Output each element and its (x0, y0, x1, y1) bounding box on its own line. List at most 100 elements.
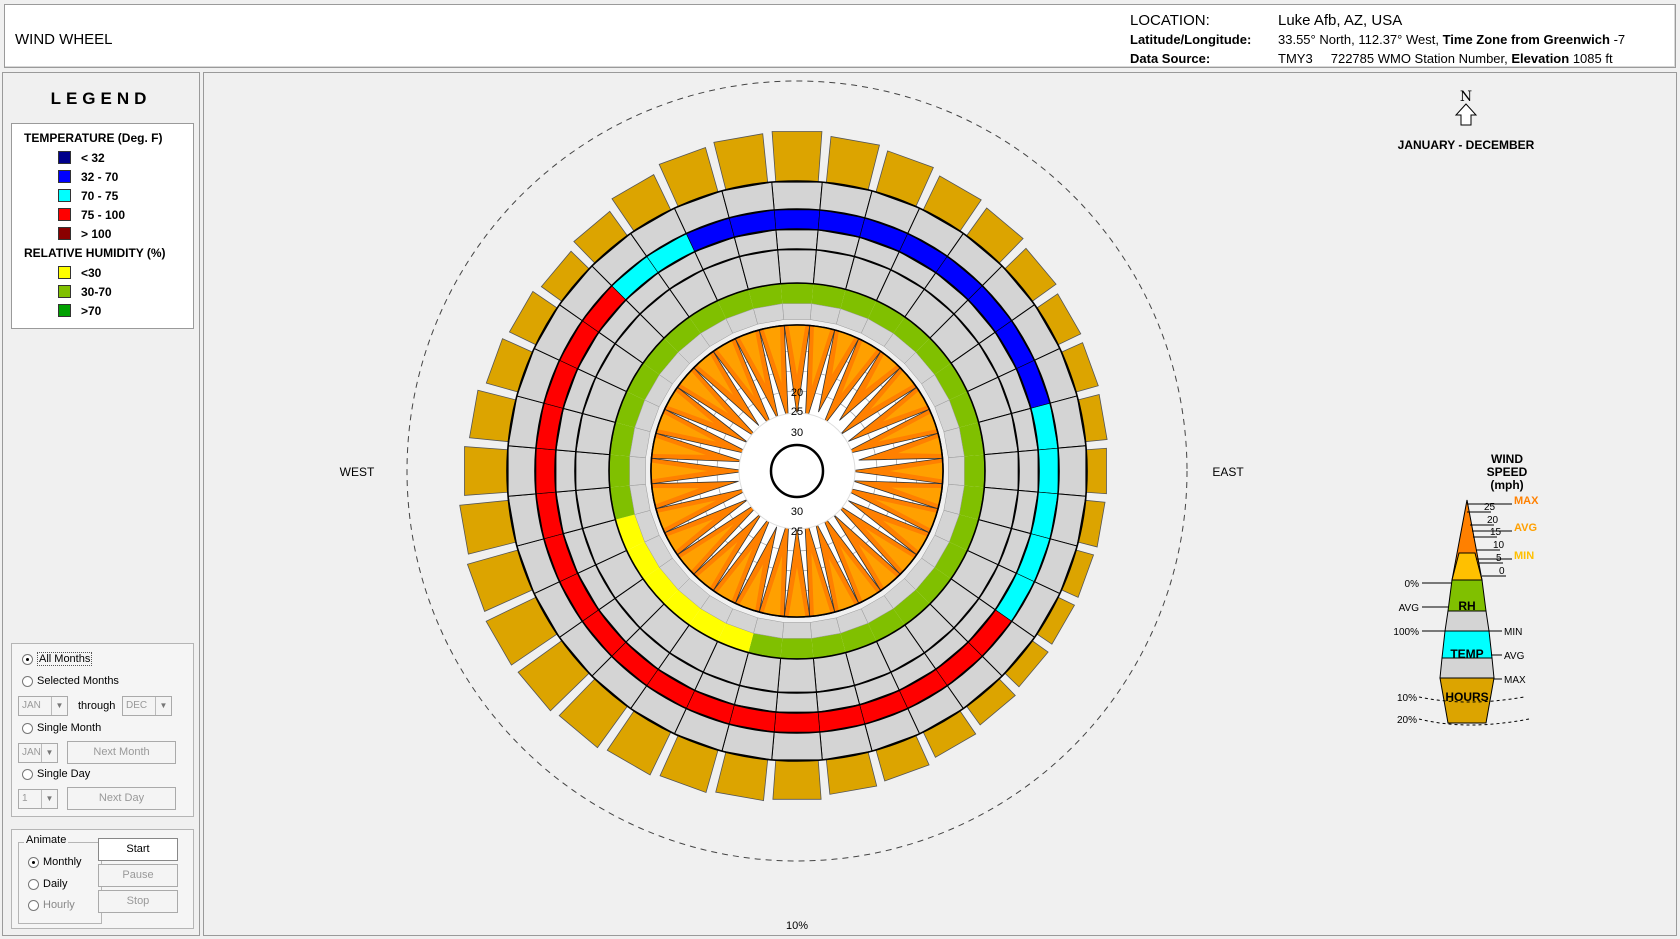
source-label: Data Source: (1130, 51, 1211, 66)
key-tick-label: 20 (1487, 515, 1499, 526)
single-month-value: JAN (22, 747, 41, 758)
day-select[interactable]: 1 ▼ (18, 789, 58, 809)
chevron-down-icon: ▼ (41, 744, 57, 762)
rh-avg-cell (893, 316, 930, 353)
rh-avg-cell (664, 316, 701, 353)
period-label: JANUARY - DECEMBER (1398, 138, 1535, 152)
temp-min-cell (775, 229, 819, 251)
speed-avg-spike (657, 500, 717, 529)
daily-radio[interactable]: Daily (28, 878, 67, 890)
all-months-label: All Months (37, 652, 93, 666)
to-month-select[interactable]: DEC ▼ (122, 696, 172, 716)
rh-legend-label: <30 (81, 265, 102, 280)
speed-key-title-3: (mph) (1490, 478, 1523, 492)
single-day-radio[interactable]: Single Day (22, 768, 90, 780)
rh-max-cell (777, 249, 817, 285)
color-swatch (58, 304, 71, 317)
single-day-label: Single Day (37, 768, 91, 780)
hourly-radio[interactable]: Hourly (28, 899, 75, 911)
sidebar: LEGEND TEMPERATURE (Deg. F) < 32 32 - 70 7… (2, 72, 200, 936)
rh-avg-cell (959, 422, 985, 457)
location-label: LOCATION: (1130, 12, 1210, 29)
elev-label: Elevation (1511, 51, 1570, 66)
west-label: WEST (340, 465, 375, 479)
temp-min-cell (775, 691, 819, 713)
rh-avg-cell (609, 485, 635, 520)
location-info: LOCATION: Luke Afb, AZ, USA Latitude/Lon… (1130, 11, 1625, 68)
hours-bar (771, 131, 823, 183)
speed-avg-spike (788, 567, 806, 617)
rh-avg-cell (811, 633, 846, 659)
temp-legend-label: 75 - 100 (81, 207, 126, 222)
station-value: 722785 WMO Station Number, (1330, 51, 1508, 66)
rh-legend-item: 30-70 (12, 282, 193, 301)
hours-bar (459, 499, 517, 555)
legend-title: LEGEND (50, 89, 152, 108)
temp-min-cell (1017, 449, 1039, 493)
single-month-label: Single Month (37, 722, 102, 734)
radio-dot-icon (28, 856, 39, 868)
from-month-select[interactable]: JAN ▼ (18, 696, 68, 716)
speed-avg-spike (763, 555, 783, 617)
day-value: 1 (22, 793, 28, 804)
speed-avg-spike (870, 370, 915, 410)
speed-avg-spike (696, 353, 734, 395)
pause-button[interactable]: Pause (98, 864, 178, 887)
hours-bar (464, 446, 509, 496)
speed-avg-spike (651, 462, 708, 480)
selected-months-radio[interactable]: Selected Months (22, 675, 119, 687)
wind-wheel-panel: 10% WEST EAST 20 25 30 30 25 N JANUARY - DEC… (203, 72, 1677, 936)
speed-avg-spike (763, 325, 782, 384)
speed-avg-spike (883, 390, 928, 422)
radio-dot-icon (28, 878, 39, 890)
temp-legend-label: > 100 (81, 226, 112, 241)
temp-max-cell (771, 731, 823, 761)
speed-avg-spike (651, 487, 700, 505)
temp-avg-cell (535, 447, 557, 495)
speed-avg-spike (696, 541, 738, 589)
speed-avg-spike (679, 524, 734, 572)
ring-outline (534, 208, 1060, 734)
speed-avg-spike (865, 353, 898, 390)
rh-avg-cell (840, 289, 877, 319)
period-controls: All Months Selected Months JAN ▼ through… (11, 643, 194, 817)
key-tick-label: 15 (1490, 527, 1502, 538)
rh-avg-cell (934, 363, 968, 401)
speed-avg-spike (877, 413, 937, 442)
rh-avg-cell (915, 567, 952, 604)
ring-outline (574, 248, 1020, 694)
speed-tick-label: 25 (791, 406, 803, 418)
start-button[interactable]: Start (98, 838, 178, 861)
through-label: through (78, 700, 116, 712)
rh-max-cell (575, 451, 611, 491)
temp-avg-cell (1037, 447, 1059, 495)
speed-avg-spike (874, 499, 937, 529)
rh-min-cell (629, 456, 646, 486)
key-temp-label: TEMP (1450, 647, 1483, 661)
temp-min-cell (555, 449, 577, 493)
rh-avg-cell (615, 391, 645, 428)
monthly-radio[interactable]: Monthly (28, 856, 82, 868)
speed-tick-label: 25 (791, 526, 803, 538)
single-month-select[interactable]: JAN ▼ (18, 743, 58, 763)
speed-avg-spike (841, 340, 878, 394)
rh-max-cell (983, 451, 1019, 491)
ten-percent-label: 10% (786, 920, 808, 932)
rh-avg-cell (642, 567, 679, 604)
temp-legend-item: 70 - 75 (12, 186, 193, 205)
speed-avg-spike (739, 564, 764, 611)
next-day-button[interactable]: Next Day (67, 787, 176, 810)
temp-legend-label: 70 - 75 (81, 188, 119, 203)
hours-bar (1085, 447, 1107, 495)
east-label: EAST (1212, 465, 1244, 479)
monthly-label: Monthly (43, 856, 82, 868)
temp-legend-item: 32 - 70 (12, 167, 193, 186)
single-month-radio[interactable]: Single Month (22, 722, 101, 734)
rh-avg-cell (748, 283, 783, 309)
stop-button[interactable]: Stop (98, 890, 178, 913)
all-months-radio[interactable]: All Months (22, 652, 93, 666)
rh-min-cell (782, 622, 812, 639)
next-month-button[interactable]: Next Month (67, 741, 176, 764)
key-avg-left: AVG (1399, 603, 1420, 614)
rh-avg-cell (867, 608, 905, 642)
